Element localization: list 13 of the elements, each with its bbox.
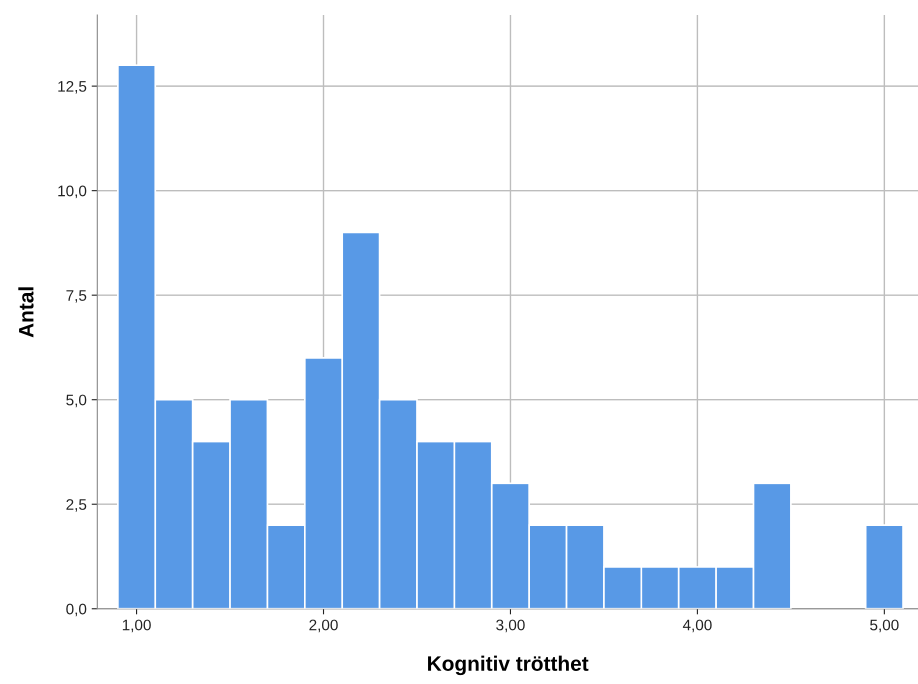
y-tick-label: 5,0 (66, 394, 86, 408)
x-tick-label: 2,00 (309, 620, 338, 632)
x-tick-label: 5,00 (870, 620, 899, 632)
y-tick-label: 2,5 (66, 499, 86, 512)
x-tick-label: 4,00 (682, 620, 712, 632)
y-axis-title: Antal (18, 287, 34, 338)
y-tick-label: 0,0 (66, 604, 86, 616)
y-tick-label: 10,0 (58, 186, 86, 198)
y-tick-label: 12,5 (58, 80, 86, 94)
x-axis-title: Kognitiv trötthet (428, 656, 588, 676)
x-tick-label: 3,00 (496, 620, 525, 632)
y-tick-label: 7,5 (66, 290, 86, 303)
x-tick-label: 1,00 (122, 620, 151, 632)
